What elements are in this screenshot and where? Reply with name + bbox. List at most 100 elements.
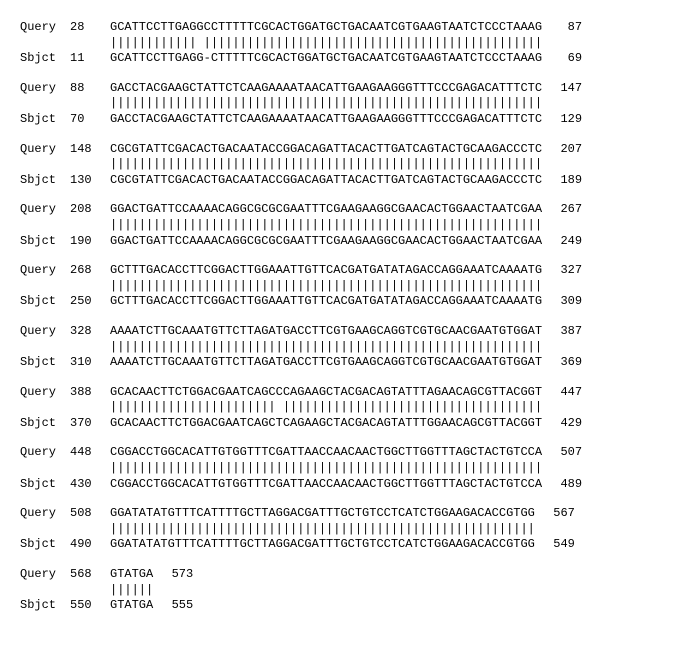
match-line: ||||||||||||||||||||||| ||||||||||||||||…	[110, 400, 542, 416]
sbjct-seq: GCACAACTTCTGGACGAATCAGCTCAGAAGCTACGACAGT…	[110, 416, 542, 432]
alignment-block: Query88GACCTACGAAGCTATTCTCAAGAAAATAACATT…	[20, 81, 675, 128]
sbjct-row: Sbjct250GCTTTGACACCTTCGGACTTGGAAATTGTTCA…	[20, 294, 675, 310]
query-row: Query268GCTTTGACACCTTCGGACTTGGAAATTGTTCA…	[20, 263, 675, 279]
match-indent	[20, 218, 110, 234]
sbjct-start: 11	[70, 51, 110, 67]
match-line: ||||||||||||||||||||||||||||||||||||||||…	[110, 522, 535, 538]
sbjct-start: 190	[70, 234, 110, 250]
sbjct-label: Sbjct	[20, 234, 70, 250]
query-seq: GTATGA	[110, 567, 153, 583]
query-end: 207	[542, 142, 582, 158]
sbjct-label: Sbjct	[20, 51, 70, 67]
alignment-block: Query388GCACAACTTCTGGACGAATCAGCCCAGAAGCT…	[20, 385, 675, 432]
query-label: Query	[20, 263, 70, 279]
sbjct-row: Sbjct370GCACAACTTCTGGACGAATCAGCTCAGAAGCT…	[20, 416, 675, 432]
sbjct-start: 370	[70, 416, 110, 432]
query-seq: AAAATCTTGCAAATGTTCTTAGATGACCTTCGTGAAGCAG…	[110, 324, 542, 340]
sbjct-seq: GCATTCCTTGAGG-CTTTTTCGCACTGGATGCTGACAATC…	[110, 51, 542, 67]
query-seq: CGGACCTGGCACATTGTGGTTTCGATTAACCAACAACTGG…	[110, 445, 542, 461]
query-row: Query328AAAATCTTGCAAATGTTCTTAGATGACCTTCG…	[20, 324, 675, 340]
sbjct-row: Sbjct490GGATATATGTTTCATTTTGCTTAGGACGATTT…	[20, 537, 675, 553]
query-start: 508	[70, 506, 110, 522]
sbjct-seq: GACCTACGAAGCTATTCTCAAGAAAATAACATTGAAGAAG…	[110, 112, 542, 128]
sbjct-seq: GTATGA	[110, 598, 153, 614]
sbjct-end: 129	[542, 112, 582, 128]
sbjct-start: 310	[70, 355, 110, 371]
match-line: ||||||||||||||||||||||||||||||||||||||||…	[110, 279, 542, 295]
query-end: 87	[542, 20, 582, 36]
sbjct-label: Sbjct	[20, 477, 70, 493]
sbjct-seq: GGACTGATTCCAAAACAGGCGCGCGAATTTCGAAGAAGGC…	[110, 234, 542, 250]
query-end: 147	[542, 81, 582, 97]
query-end: 267	[542, 202, 582, 218]
sbjct-end: 309	[542, 294, 582, 310]
query-row: Query88GACCTACGAAGCTATTCTCAAGAAAATAACATT…	[20, 81, 675, 97]
query-seq: GACCTACGAAGCTATTCTCAAGAAAATAACATTGAAGAAG…	[110, 81, 542, 97]
sbjct-end: 369	[542, 355, 582, 371]
query-label: Query	[20, 506, 70, 522]
match-row: ||||||	[20, 583, 675, 599]
query-start: 88	[70, 81, 110, 97]
query-seq: GCATTCCTTGAGGCCTTTTTCGCACTGGATGCTGACAATC…	[110, 20, 542, 36]
query-seq: GGATATATGTTTCATTTTGCTTAGGACGATTTGCTGTCCT…	[110, 506, 535, 522]
match-line: ||||||||||||||||||||||||||||||||||||||||…	[110, 461, 542, 477]
sbjct-label: Sbjct	[20, 416, 70, 432]
sbjct-label: Sbjct	[20, 537, 70, 553]
match-indent	[20, 583, 110, 599]
query-start: 148	[70, 142, 110, 158]
sbjct-label: Sbjct	[20, 598, 70, 614]
query-end: 567	[535, 506, 575, 522]
sbjct-seq: GCTTTGACACCTTCGGACTTGGAAATTGTTCACGATGATA…	[110, 294, 542, 310]
sbjct-start: 250	[70, 294, 110, 310]
query-start: 268	[70, 263, 110, 279]
query-label: Query	[20, 385, 70, 401]
match-indent	[20, 522, 110, 538]
query-row: Query508GGATATATGTTTCATTTTGCTTAGGACGATTT…	[20, 506, 675, 522]
sbjct-start: 430	[70, 477, 110, 493]
match-row: ||||||||||||||||||||||||||||||||||||||||…	[20, 461, 675, 477]
query-seq: GCTTTGACACCTTCGGACTTGGAAATTGTTCACGATGATA…	[110, 263, 542, 279]
match-row: ||||||||||||||||||||||||||||||||||||||||…	[20, 96, 675, 112]
sbjct-label: Sbjct	[20, 112, 70, 128]
match-row: ||||||||||||||||||||||||||||||||||||||||…	[20, 218, 675, 234]
query-start: 208	[70, 202, 110, 218]
sbjct-start: 490	[70, 537, 110, 553]
sbjct-end: 489	[542, 477, 582, 493]
sbjct-end: 555	[153, 598, 193, 614]
alignment-block: Query448CGGACCTGGCACATTGTGGTTTCGATTAACCA…	[20, 445, 675, 492]
match-row: ||||||||||||||||||||||| ||||||||||||||||…	[20, 400, 675, 416]
query-label: Query	[20, 445, 70, 461]
sbjct-seq: GGATATATGTTTCATTTTGCTTAGGACGATTTGCTGTCCT…	[110, 537, 535, 553]
query-seq: GGACTGATTCCAAAACAGGCGCGCGAATTTCGAAGAAGGC…	[110, 202, 542, 218]
match-line: |||||||||||| |||||||||||||||||||||||||||…	[110, 36, 542, 52]
match-row: ||||||||||||||||||||||||||||||||||||||||…	[20, 279, 675, 295]
query-end: 327	[542, 263, 582, 279]
query-start: 328	[70, 324, 110, 340]
match-indent	[20, 36, 110, 52]
sbjct-end: 249	[542, 234, 582, 250]
match-indent	[20, 157, 110, 173]
sbjct-row: Sbjct11GCATTCCTTGAGG-CTTTTTCGCACTGGATGCT…	[20, 51, 675, 67]
sbjct-row: Sbjct190GGACTGATTCCAAAACAGGCGCGCGAATTTCG…	[20, 234, 675, 250]
sbjct-start: 130	[70, 173, 110, 189]
query-end: 507	[542, 445, 582, 461]
query-start: 448	[70, 445, 110, 461]
query-label: Query	[20, 142, 70, 158]
query-row: Query28GCATTCCTTGAGGCCTTTTTCGCACTGGATGCT…	[20, 20, 675, 36]
query-row: Query208GGACTGATTCCAAAACAGGCGCGCGAATTTCG…	[20, 202, 675, 218]
alignment-block: Query508GGATATATGTTTCATTTTGCTTAGGACGATTT…	[20, 506, 675, 553]
query-label: Query	[20, 81, 70, 97]
sbjct-row: Sbjct310AAAATCTTGCAAATGTTCTTAGATGACCTTCG…	[20, 355, 675, 371]
match-indent	[20, 340, 110, 356]
query-row: Query388GCACAACTTCTGGACGAATCAGCCCAGAAGCT…	[20, 385, 675, 401]
match-line: ||||||||||||||||||||||||||||||||||||||||…	[110, 218, 542, 234]
match-line: ||||||	[110, 583, 153, 599]
sbjct-end: 189	[542, 173, 582, 189]
match-row: ||||||||||||||||||||||||||||||||||||||||…	[20, 157, 675, 173]
sbjct-start: 70	[70, 112, 110, 128]
sbjct-seq: CGGACCTGGCACATTGTGGTTTCGATTAACCAACAACTGG…	[110, 477, 542, 493]
query-end: 447	[542, 385, 582, 401]
alignment-block: Query568GTATGA 573||||||Sbjct550GTATGA 5…	[20, 567, 675, 614]
sbjct-row: Sbjct130CGCGTATTCGACACTGACAATACCGGACAGAT…	[20, 173, 675, 189]
query-start: 568	[70, 567, 110, 583]
